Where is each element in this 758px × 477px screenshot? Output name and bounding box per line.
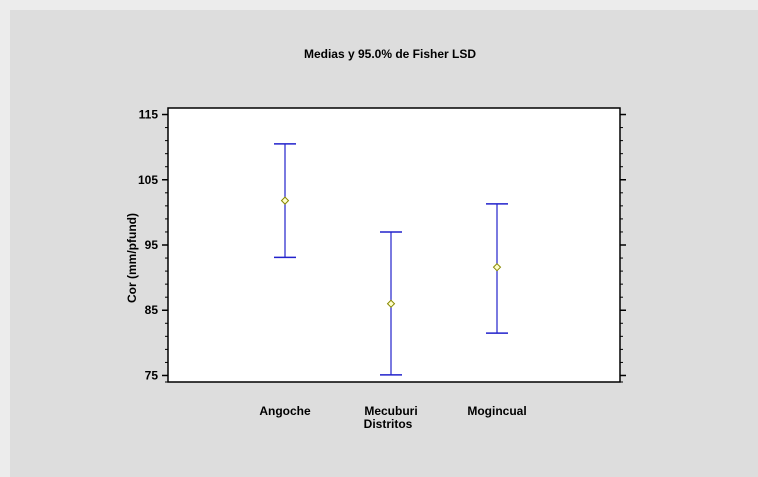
y-tick-label: 75 (145, 368, 159, 382)
y-tick-label: 95 (145, 238, 159, 252)
chart-title: Medias y 95.0% de Fisher LSD (304, 47, 476, 61)
mean-marker (492, 262, 502, 272)
plot-area (167, 107, 621, 383)
x-tick-label: Mecuburi (364, 404, 417, 418)
x-tick-label: Mogincual (467, 404, 526, 418)
chart-canvas: Medias y 95.0% de Fisher LSD 75 85 95 105 11… (10, 10, 758, 477)
y-axis-label: Cor (mm/pfund) (125, 213, 139, 303)
mean-marker (280, 196, 290, 205)
x-tick-label: Angoche (259, 404, 311, 418)
lsd-interval-chart: Medias y 95.0% de Fisher LSD 75 85 95 105 11… (10, 10, 758, 477)
y-tick-label: 85 (145, 303, 159, 317)
x-axis-label: Distritos (364, 417, 413, 431)
y-tick-label: 105 (138, 173, 158, 187)
y-tick-label: 115 (139, 108, 159, 122)
mean-marker (386, 299, 396, 308)
